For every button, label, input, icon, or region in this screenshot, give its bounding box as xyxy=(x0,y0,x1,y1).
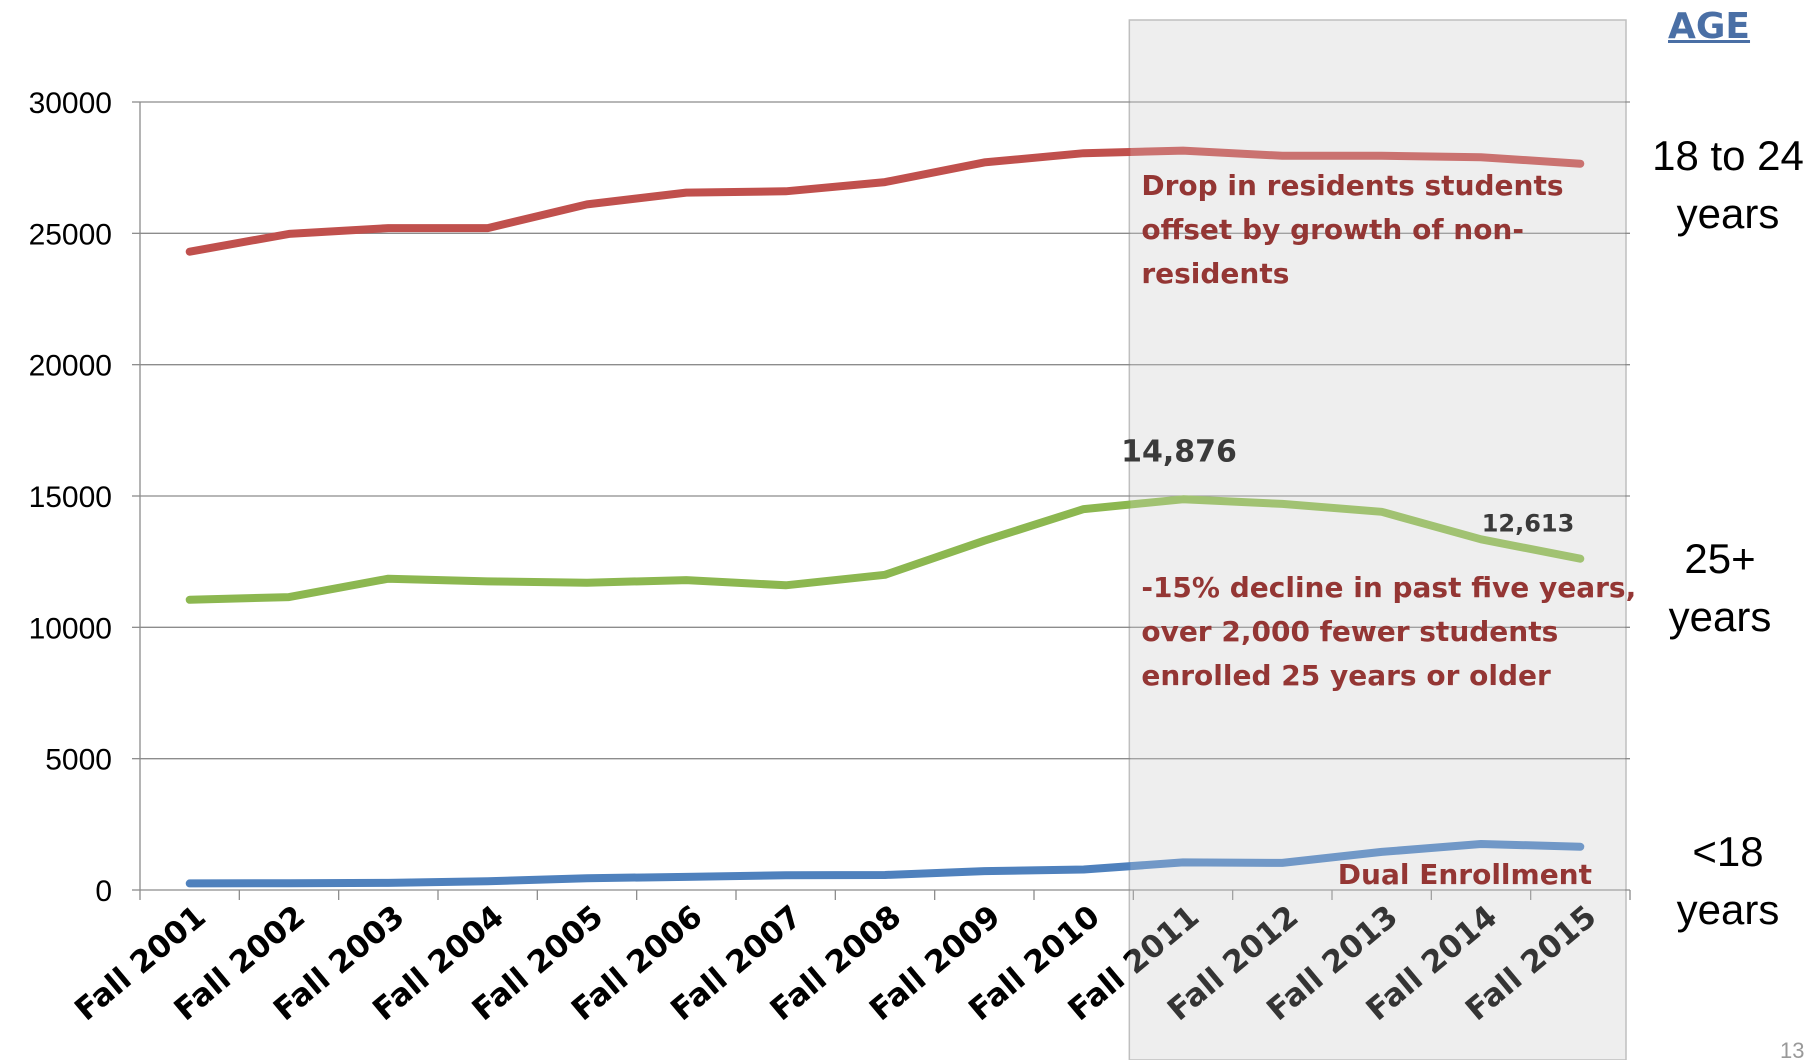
data-point-age_25_plus xyxy=(685,579,687,581)
data-point-age_18_24 xyxy=(983,161,985,163)
data-point-age_18_24 xyxy=(785,190,787,192)
data-label: 12,613 xyxy=(1482,510,1575,538)
side-label-under-18-line1: <18 xyxy=(1692,828,1764,875)
data-point-age_under_18 xyxy=(189,882,191,884)
y-tick-label: 10000 xyxy=(29,612,112,645)
data-point-age_under_18 xyxy=(983,870,985,872)
y-axis-tick-labels: 0 5000 10000 15000 20000 25000 30000 xyxy=(29,87,112,908)
y-tick-label: 20000 xyxy=(29,350,112,383)
data-point-age_18_24 xyxy=(685,192,687,194)
data-point-age_under_18 xyxy=(586,877,588,879)
y-tick-label: 25000 xyxy=(29,218,112,251)
y-tick-label: 30000 xyxy=(29,87,112,120)
data-point-age_under_18 xyxy=(487,880,489,882)
side-label-18-24-line1: 18 to 24 xyxy=(1652,132,1804,179)
annotation-decline: enrolled 25 years or older xyxy=(1141,659,1551,692)
data-point-age_under_18 xyxy=(884,874,886,876)
side-label-18-24: 18 to 24 years xyxy=(1628,127,1816,243)
highlight-overlay xyxy=(1130,21,1625,1059)
data-point-age_18_24 xyxy=(189,251,191,253)
y-tick-label: 15000 xyxy=(29,481,112,514)
annotation-dual-enrollment: Dual Enrollment xyxy=(1338,858,1592,891)
side-label-25-plus: 25+ years xyxy=(1620,530,1816,646)
data-point-age_25_plus xyxy=(983,540,985,542)
y-tick-label: 0 xyxy=(95,875,112,908)
data-point-age_25_plus xyxy=(884,574,886,576)
axes xyxy=(139,102,1631,900)
data-point-age_25_plus xyxy=(586,582,588,584)
page-number: 13 xyxy=(1780,1038,1805,1063)
data-point-age_under_18 xyxy=(1083,869,1085,871)
side-label-25-plus-line2: years xyxy=(1668,593,1772,640)
data-point-age_18_24 xyxy=(288,233,290,235)
data-point-age_18_24 xyxy=(487,227,489,229)
annotation-decline: over 2,000 fewer students xyxy=(1141,615,1558,648)
annotation-residents: residents xyxy=(1141,257,1289,290)
age-heading: AGE xyxy=(1668,6,1751,47)
y-tick-label: 5000 xyxy=(45,744,112,777)
data-point-age_25_plus xyxy=(785,584,787,586)
data-point-age_18_24 xyxy=(884,181,886,183)
data-point-age_25_plus xyxy=(189,599,191,601)
data-point-age_25_plus xyxy=(387,578,389,580)
series-lines xyxy=(185,21,1625,1059)
data-label: 14,876 xyxy=(1121,434,1237,469)
data-point-age_under_18 xyxy=(387,882,389,884)
series-line-age_under_18 xyxy=(185,840,1585,888)
data-point-age_18_24 xyxy=(387,227,389,229)
side-label-under-18-line2: years xyxy=(1676,886,1780,933)
data-point-age_under_18 xyxy=(685,876,687,878)
annotations: Drop in residents students offset by grow… xyxy=(1141,169,1636,891)
side-label-18-24-line2: years xyxy=(1676,190,1780,237)
annotation-residents: offset by growth of non- xyxy=(1141,213,1524,246)
annotation-residents: Drop in residents students xyxy=(1141,169,1563,202)
data-point-age_under_18 xyxy=(785,874,787,876)
data-point-age_18_24 xyxy=(1083,152,1085,154)
data-point-age_under_18 xyxy=(288,882,290,884)
gridlines xyxy=(132,101,1630,891)
data-point-age_18_24 xyxy=(586,203,588,205)
data-point-age_25_plus xyxy=(487,580,489,582)
side-label-25-plus-line1: 25+ xyxy=(1684,535,1756,582)
data-point-age_25_plus xyxy=(1083,508,1085,510)
annotation-decline: -15% decline in past five years, xyxy=(1141,571,1636,604)
highlight-box xyxy=(1128,19,1627,1060)
data-labels: 14,876 12,613 xyxy=(1121,434,1574,537)
series-line-age_25_plus xyxy=(185,495,1585,604)
data-point-age_25_plus xyxy=(288,596,290,598)
series-line-age_18_24 xyxy=(185,146,1585,256)
side-label-under-18: <18 years xyxy=(1628,823,1816,939)
